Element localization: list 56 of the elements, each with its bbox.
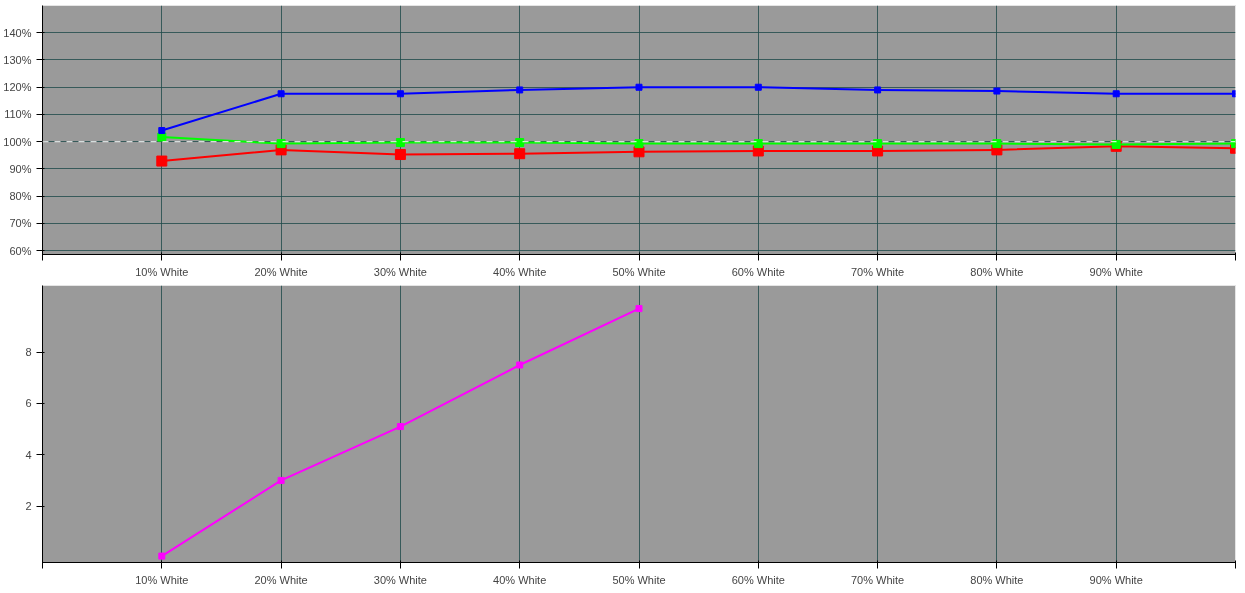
point [992,139,1002,149]
y-tick-label: 100% [3,135,32,148]
point [753,139,763,149]
x-tick-label: 70% White [851,573,905,586]
y-tick-label: 60% [9,244,32,257]
point [635,83,643,91]
x-tick-label: 80% White [970,265,1024,278]
y-tick-label: 8 [25,346,32,359]
point [396,423,404,431]
x-tick-label: 10% White [135,573,189,586]
point [754,83,762,91]
point [635,305,643,313]
point [394,149,406,161]
x-tick-label: 60% White [731,265,785,278]
point [515,138,525,148]
point [633,146,645,158]
point [158,127,166,135]
y-tick-label: 130% [3,53,32,66]
y-tick-label: 120% [3,81,32,94]
point [514,148,526,160]
point [1112,90,1120,98]
x-tick-label: 80% White [970,573,1024,586]
x-tick-label: 60% White [731,573,785,586]
point [634,139,644,149]
point [277,476,285,484]
y-tick-label: 70% [9,217,32,230]
y-tick-label: 6 [25,397,32,410]
y-tick-label: 80% [9,190,32,203]
x-tick-label: 30% White [373,265,428,278]
point [276,139,286,149]
x-tick-label: 40% White [493,265,547,278]
y-tick-label: 90% [9,162,32,175]
x-tick-label: 20% White [254,265,308,278]
x-tick-label: 70% White [851,265,905,278]
x-tick-label: 20% White [254,573,308,586]
y-tick-label: 140% [3,26,32,39]
y-tick-label: 4 [25,448,32,461]
point [993,87,1001,95]
point [516,86,524,94]
x-tick-label: 30% White [373,573,428,586]
point [156,155,168,167]
x-tick-label: 10% White [135,265,189,278]
x-tick-label: 40% White [493,573,547,586]
x-tick-label: 90% White [1089,265,1143,278]
point [395,138,405,148]
x-tick-label: 50% White [612,265,666,278]
y-tick-label: 2 [25,500,32,513]
point [873,139,883,149]
point [277,90,285,98]
y-tick-label: 110% [4,108,32,121]
point [396,90,404,98]
point [874,86,882,94]
x-tick-label: 50% White [612,573,666,586]
point [158,552,166,560]
x-tick-label: 90% White [1089,573,1143,586]
point [516,361,524,369]
